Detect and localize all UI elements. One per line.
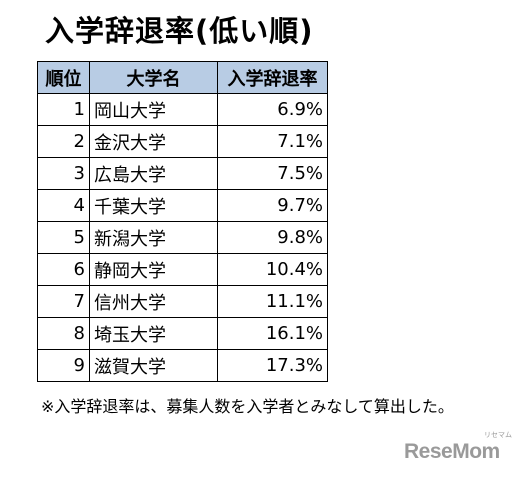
university-cell: 静岡大学 (89, 253, 218, 286)
table-header-row: 順位 大学名 入学辞退率 (37, 61, 328, 94)
rank-cell: 8 (37, 317, 90, 350)
rate-cell: 9.7% (217, 189, 328, 222)
rate-cell: 10.4% (217, 253, 328, 286)
table-row: 6 静岡大学 10.4% (37, 253, 328, 286)
rank-cell: 4 (37, 189, 90, 222)
rank-cell: 3 (37, 157, 90, 190)
rate-cell: 11.1% (217, 285, 328, 318)
header-rank: 順位 (37, 61, 90, 94)
rate-cell: 7.1% (217, 125, 328, 158)
table-row: 9 滋賀大学 17.3% (37, 349, 328, 382)
ranking-table: 順位 大学名 入学辞退率 1 岡山大学 6.9% 2 金沢大学 7.1% 3 広… (37, 61, 328, 382)
rate-cell: 17.3% (217, 349, 328, 382)
rank-cell: 1 (37, 93, 90, 126)
university-cell: 滋賀大学 (89, 349, 218, 382)
rank-cell: 7 (37, 285, 90, 318)
table-row: 5 新潟大学 9.8% (37, 221, 328, 254)
header-university: 大学名 (89, 61, 218, 94)
table-row: 3 広島大学 7.5% (37, 157, 328, 190)
university-cell: 埼玉大学 (89, 317, 218, 350)
university-cell: 千葉大学 (89, 189, 218, 222)
rate-cell: 16.1% (217, 317, 328, 350)
university-cell: 新潟大学 (89, 221, 218, 254)
rank-cell: 6 (37, 253, 90, 286)
rate-cell: 6.9% (217, 93, 328, 126)
resemom-logo: ReseMom (404, 440, 500, 463)
footnote: ※入学辞退率は、募集人数を入学者とみなして算出した。 (41, 397, 454, 416)
university-cell: 広島大学 (89, 157, 218, 190)
table-row: 1 岡山大学 6.9% (37, 93, 328, 126)
rank-cell: 2 (37, 125, 90, 158)
table-row: 4 千葉大学 9.7% (37, 189, 328, 222)
university-cell: 信州大学 (89, 285, 218, 318)
table-row: 8 埼玉大学 16.1% (37, 317, 328, 350)
page-title: 入学辞退率(低い順) (45, 14, 314, 48)
table-row: 2 金沢大学 7.1% (37, 125, 328, 158)
university-cell: 金沢大学 (89, 125, 218, 158)
rank-cell: 5 (37, 221, 90, 254)
rank-cell: 9 (37, 349, 90, 382)
university-cell: 岡山大学 (89, 93, 218, 126)
table-row: 7 信州大学 11.1% (37, 285, 328, 318)
rate-cell: 7.5% (217, 157, 328, 190)
header-rate: 入学辞退率 (217, 61, 328, 94)
logo-ruby-text: リセマム (484, 431, 512, 439)
rate-cell: 9.8% (217, 221, 328, 254)
